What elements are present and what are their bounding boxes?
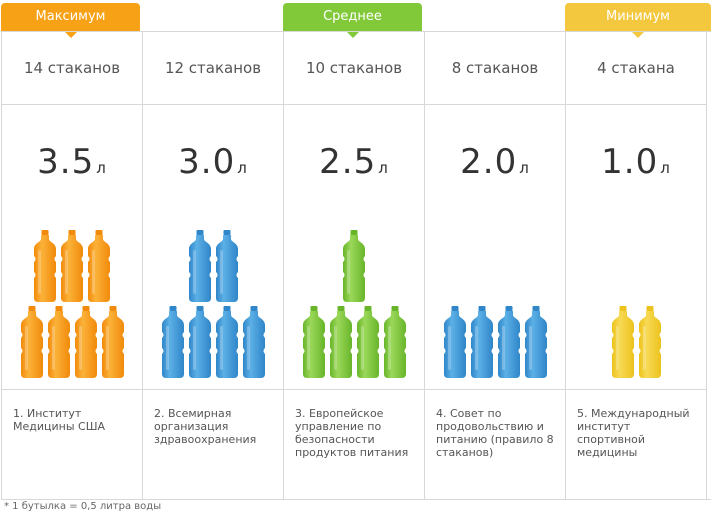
volume-unit: л — [96, 159, 107, 177]
bottle-row-top — [284, 230, 424, 302]
water-bottle-icon — [47, 306, 70, 378]
bottle-row-top — [143, 230, 283, 302]
glasses-count: 4 стакана — [566, 32, 706, 105]
glasses-count: 10 стаканов — [284, 32, 424, 105]
glasses-count: 14 стаканов — [2, 32, 142, 105]
water-bottle-icon — [188, 306, 211, 378]
column-1: 14 стаканов 3.5 л 1. Институт Медицины СШ… — [1, 32, 142, 499]
bottle-row-bottom — [566, 306, 706, 378]
water-bottle-icon — [329, 306, 352, 378]
water-bottle-icon — [524, 306, 547, 378]
volume-number: 2.5 — [319, 142, 377, 182]
source-label: 5. Международный институт спортивной мед… — [566, 389, 706, 501]
water-bottle-icon — [34, 230, 56, 302]
bottle-row-bottom — [2, 306, 142, 378]
column-5: 4 стакана 1.0 л 5. Международный институт… — [565, 32, 707, 499]
bottles-group — [425, 230, 565, 385]
volume-value: 1.0 л — [566, 142, 706, 182]
water-bottle-icon — [638, 306, 661, 378]
volume-number: 2.0 — [460, 142, 518, 182]
bottle-row-top — [2, 230, 142, 302]
tab-minimum-label: Минимум — [606, 9, 670, 24]
bottles-group — [566, 230, 706, 385]
water-bottle-icon — [356, 306, 379, 378]
water-bottle-icon — [20, 306, 43, 378]
volume-value: 3.0 л — [143, 142, 283, 182]
bottle-row-bottom — [284, 306, 424, 378]
glasses-count: 8 стаканов — [425, 32, 565, 105]
bottle-row-bottom — [425, 306, 565, 378]
source-label: 4. Совет по продовольствию и питанию (пр… — [425, 389, 565, 501]
tab-minimum: Минимум — [565, 3, 711, 38]
water-bottle-icon — [443, 306, 466, 378]
volume-unit: л — [237, 159, 248, 177]
bottles-group — [2, 230, 142, 385]
volume-unit: л — [378, 159, 389, 177]
volume-value: 3.5 л — [2, 142, 142, 182]
source-label: 2. Всемирная организация здравоохранения — [143, 389, 283, 501]
water-bottle-icon — [343, 230, 365, 302]
tab-maximum-label: Максимум — [35, 9, 106, 24]
tab-average: Среднее — [283, 3, 422, 38]
tab-maximum: Максимум — [1, 3, 140, 38]
bottle-row-bottom — [143, 306, 283, 378]
water-bottle-icon — [215, 230, 238, 302]
water-bottle-icon — [101, 306, 124, 378]
water-bottle-icon — [88, 230, 110, 302]
water-bottle-icon — [188, 230, 211, 302]
water-bottle-icon — [61, 230, 83, 302]
bottles-group — [284, 230, 424, 385]
column-3: 10 стаканов 2.5 л 3. Европейское управлен… — [283, 32, 424, 499]
water-intake-table: 14 стаканов 3.5 л 1. Институт Медицины СШ… — [1, 31, 711, 500]
volume-number: 3.0 — [178, 142, 236, 182]
water-bottle-icon — [470, 306, 493, 378]
source-label: 3. Европейское управление по безопасност… — [284, 389, 424, 501]
volume-value: 2.0 л — [425, 142, 565, 182]
water-bottle-icon — [611, 306, 634, 378]
footnote: * 1 бутылка = 0,5 литра воды — [4, 501, 162, 512]
volume-value: 2.5 л — [284, 142, 424, 182]
water-bottle-icon — [74, 306, 97, 378]
water-bottle-icon — [242, 306, 265, 378]
volume-unit: л — [660, 159, 671, 177]
tab-average-label: Среднее — [323, 9, 382, 24]
water-bottle-icon — [161, 306, 184, 378]
water-bottle-icon — [215, 306, 238, 378]
volume-unit: л — [519, 159, 530, 177]
glasses-count: 12 стаканов — [143, 32, 283, 105]
water-bottle-icon — [497, 306, 520, 378]
water-bottle-icon — [302, 306, 325, 378]
volume-number: 1.0 — [601, 142, 659, 182]
column-2: 12 стаканов 3.0 л 2. Всемирная организаци… — [142, 32, 283, 499]
bottles-group — [143, 230, 283, 385]
source-label: 1. Институт Медицины США — [2, 389, 142, 501]
column-4: 8 стаканов 2.0 л 4. Совет по продовольств… — [424, 32, 565, 499]
water-bottle-icon — [383, 306, 406, 378]
volume-number: 3.5 — [37, 142, 95, 182]
